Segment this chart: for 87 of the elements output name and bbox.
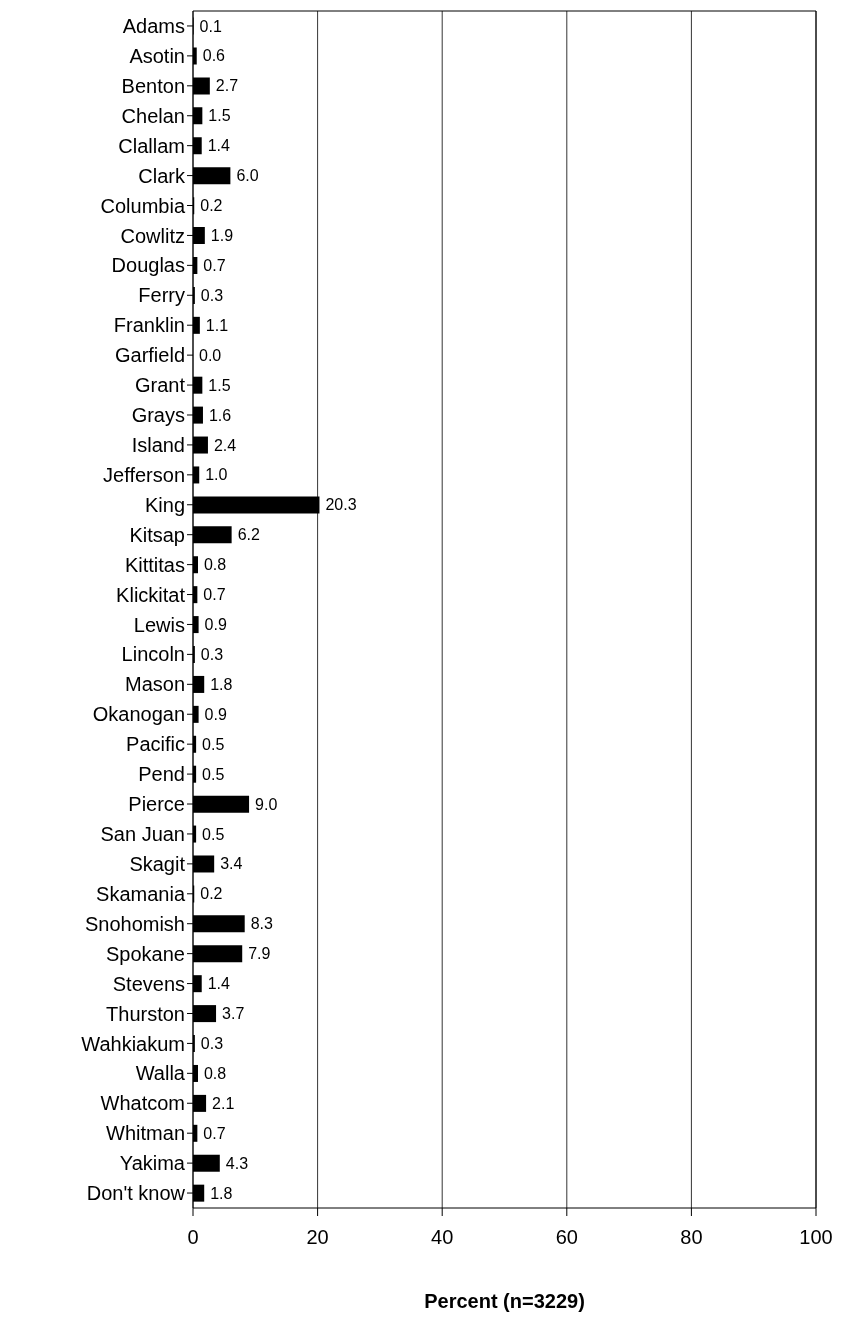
y-tick-label: Chelan [121, 104, 185, 127]
y-tick-label: Clark [138, 164, 186, 187]
data-label: 7.9 [248, 945, 271, 963]
data-label: 0.1 [199, 17, 222, 35]
y-tick-label: Clallam [118, 134, 185, 157]
data-label: 0.7 [203, 256, 226, 274]
y-tick-label: Douglas [111, 254, 185, 277]
y-tick-label: Wahkiakum [81, 1032, 185, 1055]
data-label: 0.3 [200, 1035, 224, 1053]
y-tick-label: Yakima [119, 1152, 186, 1175]
data-label: 9.0 [255, 795, 278, 813]
data-label: 0.2 [200, 885, 223, 903]
data-label: 0.8 [203, 556, 227, 574]
y-tick-label: Garfield [114, 344, 185, 367]
y-tick-label: Mason [124, 673, 185, 696]
y-tick-label: Ferry [138, 284, 185, 307]
y-tick-label: Island [131, 434, 185, 457]
data-label: 4.3 [225, 1154, 249, 1172]
y-tick-label: San Juan [100, 823, 185, 846]
data-label: 0.0 [199, 346, 222, 364]
y-tick-label: King [144, 493, 185, 516]
y-tick-label: Lincoln [121, 643, 185, 666]
x-tick-label: 80 [680, 1226, 703, 1249]
y-tick-label: Whatcom [100, 1092, 185, 1115]
data-label: 2.1 [212, 1094, 235, 1112]
data-label: 1.9 [210, 227, 234, 245]
data-label: 0.7 [203, 586, 226, 604]
y-tick-label: Grays [131, 404, 185, 427]
data-label: 0.9 [204, 616, 227, 634]
data-label: 1.5 [208, 376, 231, 394]
y-tick-label: Grant [134, 374, 186, 397]
data-label: 0.6 [202, 47, 226, 65]
x-tick-label: 100 [799, 1226, 833, 1249]
y-tick-label: Don't know [86, 1182, 186, 1205]
data-label: 1.5 [208, 107, 231, 125]
data-label: 1.8 [210, 675, 233, 693]
y-tick-label: Klickitat [116, 583, 186, 606]
y-tick-label: Skamania [96, 882, 186, 905]
y-tick-label: Cowlitz [120, 224, 185, 247]
y-tick-label: Whitman [106, 1122, 185, 1145]
data-label: 1.0 [205, 466, 228, 484]
y-tick-label: Skagit [129, 852, 186, 875]
y-tick-label: Snohomish [84, 912, 185, 935]
x-axis-title: Percent (n=3229) [424, 1290, 585, 1312]
data-label: 3.7 [222, 1005, 245, 1023]
data-label: 0.3 [200, 286, 224, 304]
y-tick-label: Columbia [100, 194, 186, 217]
y-tick-label: Pacific [126, 733, 185, 756]
y-tick-label: Walla [135, 1062, 186, 1085]
y-tick-label: Kitsap [129, 523, 185, 546]
y-tick-label: Adams [122, 15, 185, 38]
data-label: 0.3 [200, 645, 224, 663]
y-tick-label: Kittitas [124, 553, 185, 576]
y-tick-label: Lewis [133, 613, 185, 636]
x-tick-label: 40 [431, 1226, 454, 1249]
y-tick-label: Asotin [129, 44, 185, 67]
y-tick-label: Pend [138, 763, 185, 786]
data-label: 1.4 [207, 137, 231, 155]
y-tick-label: Franklin [113, 314, 185, 337]
x-tick-label: 20 [306, 1226, 329, 1249]
data-label: 0.5 [202, 735, 225, 753]
y-tick-label: Thurston [106, 1002, 185, 1025]
data-label: 1.8 [210, 1184, 233, 1202]
data-label: 0.9 [204, 705, 227, 723]
data-label: 0.2 [200, 197, 223, 215]
data-label: 0.5 [202, 825, 225, 843]
data-label: 6.0 [236, 167, 259, 185]
data-label: 0.7 [203, 1124, 226, 1142]
data-label: 2.7 [215, 77, 239, 95]
y-tick-label: Stevens [112, 972, 185, 995]
y-tick-label: Pierce [128, 793, 185, 816]
data-label: 2.4 [213, 436, 237, 454]
data-label: 0.8 [203, 1064, 227, 1082]
data-label: 3.4 [220, 855, 243, 873]
data-label: 6.2 [237, 526, 260, 544]
y-tick-label: Jefferson [103, 463, 185, 486]
data-label: 20.3 [325, 496, 357, 514]
x-tick-label: 60 [555, 1226, 578, 1249]
data-label: 1.4 [207, 975, 231, 993]
y-tick-label: Spokane [106, 942, 185, 965]
data-label: 1.6 [208, 406, 232, 424]
data-label: 1.1 [205, 316, 229, 334]
data-label: 0.5 [202, 765, 225, 783]
y-tick-label: Okanogan [92, 703, 185, 726]
y-tick-label: Benton [121, 74, 185, 97]
x-tick-label: 0 [187, 1226, 199, 1249]
data-label: 8.3 [250, 915, 274, 933]
